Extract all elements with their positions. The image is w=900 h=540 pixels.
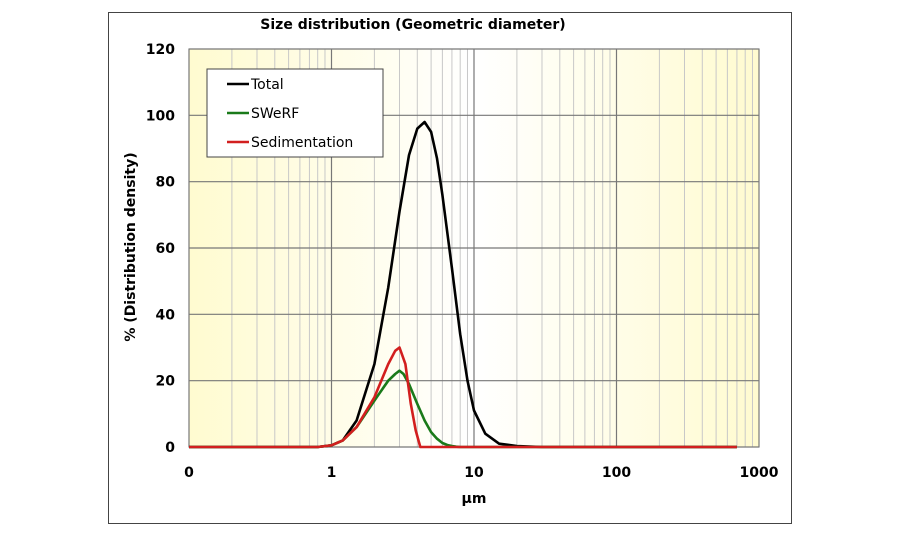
legend-label-total: Total	[250, 77, 284, 93]
y-tick-label: 40	[156, 307, 176, 323]
x-axis-label: µm	[462, 491, 487, 507]
y-tick-label: 60	[156, 241, 176, 257]
y-tick-label: 120	[146, 42, 175, 58]
x-tick-label: 1	[327, 465, 337, 481]
y-tick-label: 20	[156, 374, 176, 390]
y-tick-label: 80	[156, 175, 176, 191]
legend-label-swerf: SWeRF	[251, 106, 299, 122]
y-tick-label: 100	[146, 108, 175, 124]
figure-frame: Size distribution (Geometric diameter) 0…	[108, 12, 792, 524]
y-tick-label: 0	[165, 440, 175, 456]
tick-labels: 0 1 10 100 1000 0 20 40 60 80 100 120	[146, 42, 779, 481]
series-line-sedimentation	[189, 346, 737, 449]
x-tick-label: 0	[184, 465, 194, 481]
legend: Total SWeRF Sedimentation	[206, 68, 384, 158]
x-tick-label: 1000	[740, 465, 779, 481]
legend-label-sedimentation: Sedimentation	[251, 135, 353, 151]
x-tick-label: 100	[602, 465, 631, 481]
chart-title: Size distribution (Geometric diameter)	[260, 17, 565, 33]
series-layer	[189, 120, 737, 449]
y-axis-label: % (Distribution density)	[123, 152, 139, 341]
x-tick-label: 10	[464, 465, 484, 481]
chart-svg: Size distribution (Geometric diameter) 0…	[123, 17, 779, 507]
